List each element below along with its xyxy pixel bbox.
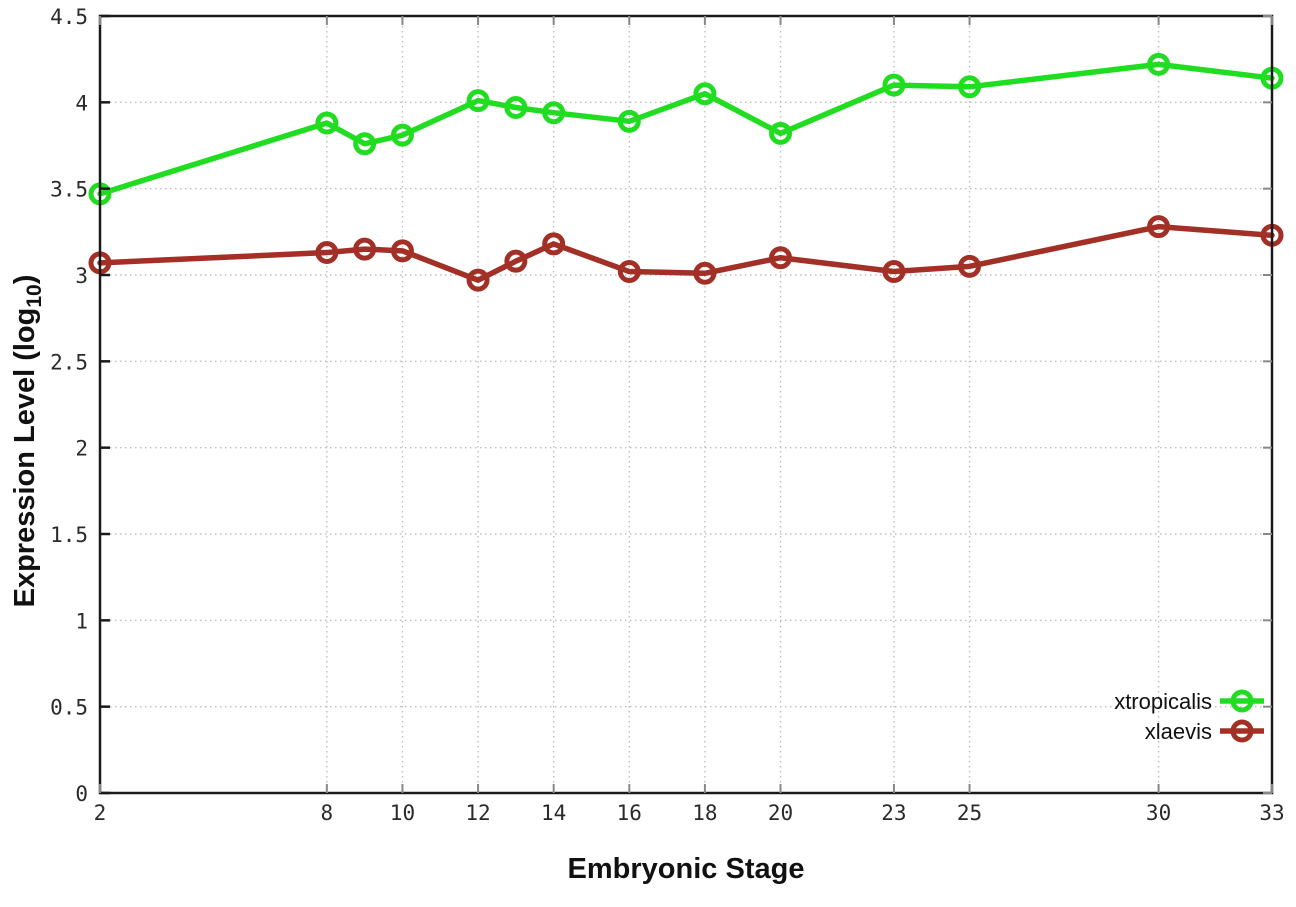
y-tick-label: 2 <box>75 437 88 461</box>
series-line-xlaevis <box>97 223 1275 283</box>
y-tick-label: 2.5 <box>50 350 88 374</box>
data-point-xlaevis <box>769 246 793 270</box>
x-tick-label: 14 <box>541 801 566 825</box>
y-tick-label: 4.5 <box>50 5 88 29</box>
x-tick-label: 2 <box>94 801 107 825</box>
x-tick-label: 10 <box>390 801 415 825</box>
data-point-xtropicalis <box>693 82 717 106</box>
data-point-xtropicalis <box>882 73 906 97</box>
y-axis-title-subscript: 10 <box>23 284 46 307</box>
data-point-xlaevis <box>466 268 490 292</box>
data-point-xlaevis <box>315 241 339 265</box>
legend-marker-icon-xtropicalis <box>1230 689 1254 713</box>
data-point-xtropicalis <box>1147 52 1171 76</box>
y-tick-label: 0.5 <box>50 696 88 720</box>
data-point-xtropicalis <box>466 89 490 113</box>
x-tick-label: 16 <box>617 801 642 825</box>
data-point-xlaevis <box>504 249 528 273</box>
data-point-xtropicalis <box>390 123 414 147</box>
data-point-xlaevis <box>617 260 641 284</box>
data-point-xlaevis <box>958 254 982 278</box>
legend: xtropicalis xlaevis <box>1114 689 1264 744</box>
y-axis-title-close: ) <box>9 275 41 285</box>
data-point-xlaevis <box>1147 215 1171 239</box>
x-tick-label: 23 <box>881 801 906 825</box>
x-tick-label: 12 <box>465 801 490 825</box>
data-point-xtropicalis <box>353 132 377 156</box>
data-point-xlaevis <box>353 237 377 261</box>
data-point-xtropicalis <box>542 101 566 125</box>
data-point-xlaevis <box>882 260 906 284</box>
y-axis-title: Expression Level (log10) <box>9 275 46 608</box>
x-tick-label: 18 <box>692 801 717 825</box>
y-tick-label: 1.5 <box>50 523 88 547</box>
series-line-xtropicalis <box>97 61 1275 197</box>
data-point-xlaevis <box>542 232 566 256</box>
legend-label-xlaevis: xlaevis <box>1145 719 1212 744</box>
y-tick-label: 0 <box>75 782 88 806</box>
x-tick-label: 8 <box>321 801 334 825</box>
data-point-xtropicalis <box>617 109 641 133</box>
data-point-xlaevis <box>693 261 717 285</box>
x-tick-label: 25 <box>957 801 982 825</box>
ticks-layer: 0 0.5 1 1.5 2 2.5 3 3.5 4 4.5 2 8 10 12 14 16 18 20 23 25 30… <box>50 5 1285 825</box>
plot-border <box>98 14 1274 795</box>
data-point-xtropicalis <box>769 121 793 145</box>
y-tick-label: 3 <box>75 264 88 288</box>
y-axis-title-main: Expression Level (log <box>9 308 41 608</box>
x-tick-label: 30 <box>1146 801 1171 825</box>
grid-layer <box>100 16 1272 793</box>
data-point-xlaevis <box>390 239 414 263</box>
data-point-xtropicalis <box>504 96 528 120</box>
y-tick-label: 1 <box>75 609 88 633</box>
series-layer <box>88 52 1284 292</box>
y-tick-label: 3.5 <box>50 178 88 202</box>
x-tick-label: 20 <box>768 801 793 825</box>
data-point-xtropicalis <box>315 111 339 135</box>
legend-marker-icon-xlaevis <box>1230 719 1254 743</box>
data-point-xtropicalis <box>958 75 982 99</box>
x-axis-title: Embryonic Stage <box>568 853 805 885</box>
legend-label-xtropicalis: xtropicalis <box>1114 689 1212 714</box>
x-tick-label: 33 <box>1259 801 1284 825</box>
y-tick-label: 4 <box>75 91 88 115</box>
